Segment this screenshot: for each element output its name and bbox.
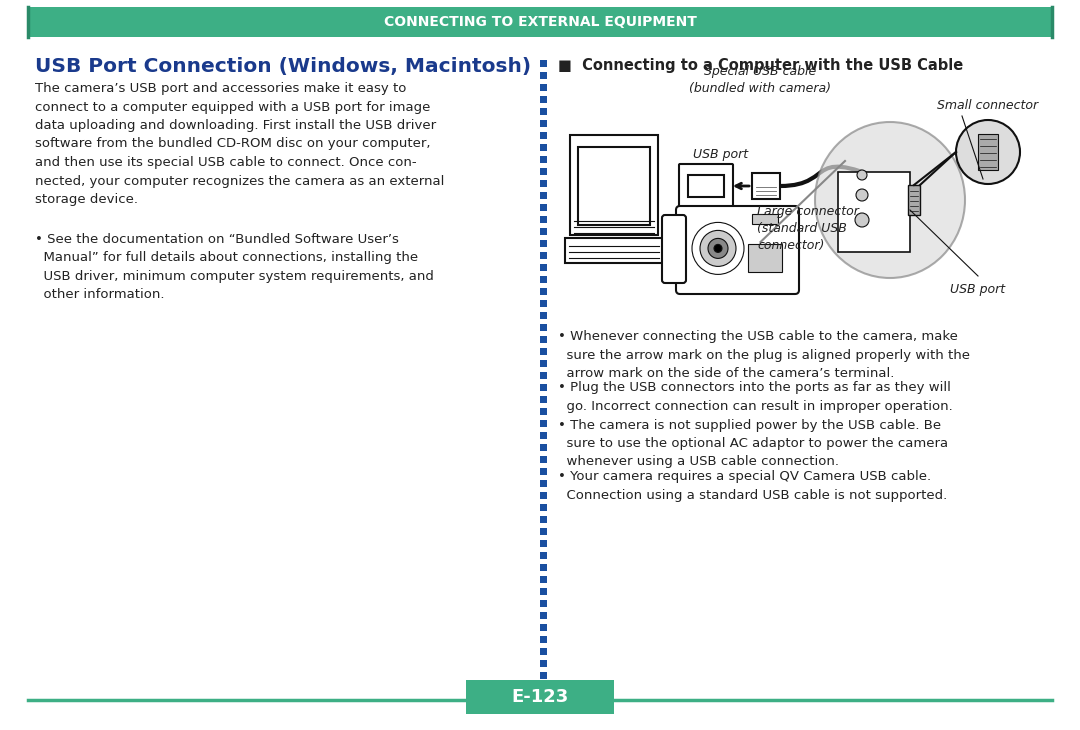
Ellipse shape xyxy=(815,122,966,278)
Bar xyxy=(688,175,724,197)
Bar xyxy=(540,624,546,631)
Bar xyxy=(465,680,615,714)
Bar xyxy=(908,185,920,215)
Bar xyxy=(565,238,663,263)
Bar xyxy=(540,420,546,427)
Bar xyxy=(540,288,546,295)
Text: Small connector: Small connector xyxy=(937,99,1039,112)
Bar xyxy=(540,396,546,403)
Text: • See the documentation on “Bundled Software User’s
  Manual” for full details a: • See the documentation on “Bundled Soft… xyxy=(35,233,434,301)
Bar xyxy=(540,648,546,655)
Bar xyxy=(540,588,546,595)
Text: USB port: USB port xyxy=(950,283,1005,296)
Text: USB Port Connection (Windows, Macintosh): USB Port Connection (Windows, Macintosh) xyxy=(35,57,531,76)
Text: USB port: USB port xyxy=(693,148,748,161)
Bar xyxy=(540,636,546,643)
Text: Special USB cable
(bundled with camera): Special USB cable (bundled with camera) xyxy=(689,65,831,95)
Text: Large connector
(standard USB
connector): Large connector (standard USB connector) xyxy=(757,205,859,252)
Bar xyxy=(978,134,998,170)
Circle shape xyxy=(692,223,744,274)
Bar xyxy=(540,204,546,211)
Bar xyxy=(540,672,546,679)
Text: • Plug the USB connectors into the ports as far as they will
  go. Incorrect con: • Plug the USB connectors into the ports… xyxy=(558,382,953,413)
FancyBboxPatch shape xyxy=(676,206,799,294)
Bar xyxy=(540,132,546,139)
Circle shape xyxy=(856,189,868,201)
Bar xyxy=(540,192,546,199)
Bar xyxy=(540,348,546,355)
Bar xyxy=(540,600,546,607)
Bar xyxy=(540,144,546,151)
Bar xyxy=(540,72,546,79)
Bar xyxy=(540,576,546,583)
Bar xyxy=(540,228,546,235)
Bar xyxy=(540,108,546,115)
Bar xyxy=(540,156,546,163)
Bar xyxy=(540,60,546,67)
FancyBboxPatch shape xyxy=(662,215,686,283)
Circle shape xyxy=(858,170,867,180)
Bar xyxy=(540,180,546,187)
Bar xyxy=(540,252,546,259)
Text: • Your camera requires a special QV Camera USB cable.
  Connection using a stand: • Your camera requires a special QV Came… xyxy=(558,470,947,502)
Bar xyxy=(540,504,546,511)
Bar xyxy=(752,214,778,224)
Bar xyxy=(28,7,1052,37)
Bar xyxy=(578,147,650,225)
Bar xyxy=(540,168,546,175)
Circle shape xyxy=(855,213,869,227)
Bar xyxy=(540,96,546,103)
Text: E-123: E-123 xyxy=(511,688,569,706)
Text: • Whenever connecting the USB cable to the camera, make
  sure the arrow mark on: • Whenever connecting the USB cable to t… xyxy=(558,330,970,380)
Bar xyxy=(540,324,546,331)
Bar xyxy=(540,552,546,559)
Circle shape xyxy=(714,245,723,253)
Bar xyxy=(540,564,546,571)
Circle shape xyxy=(708,239,728,258)
Bar xyxy=(540,216,546,223)
Circle shape xyxy=(700,231,735,266)
Bar xyxy=(540,276,546,283)
Bar xyxy=(838,172,910,252)
Bar xyxy=(540,492,546,499)
Bar xyxy=(540,408,546,415)
Bar xyxy=(540,516,546,523)
Text: CONNECTING TO EXTERNAL EQUIPMENT: CONNECTING TO EXTERNAL EQUIPMENT xyxy=(383,15,697,29)
Bar xyxy=(540,528,546,535)
Bar xyxy=(540,660,546,667)
Text: ■  Connecting to a Computer with the USB Cable: ■ Connecting to a Computer with the USB … xyxy=(558,58,963,73)
Bar xyxy=(540,360,546,367)
Bar xyxy=(540,540,546,547)
Bar xyxy=(540,264,546,271)
Bar xyxy=(748,244,782,272)
Bar xyxy=(540,444,546,451)
Bar xyxy=(540,456,546,463)
Bar xyxy=(540,384,546,391)
Bar xyxy=(540,312,546,319)
Bar xyxy=(540,372,546,379)
FancyBboxPatch shape xyxy=(679,164,733,208)
Bar xyxy=(540,240,546,247)
Text: • The camera is not supplied power by the USB cable. Be
  sure to use the option: • The camera is not supplied power by th… xyxy=(558,418,948,469)
Bar xyxy=(540,336,546,343)
Bar xyxy=(540,432,546,439)
Bar xyxy=(540,120,546,127)
Bar xyxy=(540,468,546,475)
Bar xyxy=(570,135,658,235)
Bar xyxy=(540,612,546,619)
Bar xyxy=(540,84,546,91)
Bar xyxy=(540,300,546,307)
Bar xyxy=(540,480,546,487)
Circle shape xyxy=(956,120,1020,184)
Text: The camera’s USB port and accessories make it easy to
connect to a computer equi: The camera’s USB port and accessories ma… xyxy=(35,82,444,206)
Bar xyxy=(752,173,780,199)
